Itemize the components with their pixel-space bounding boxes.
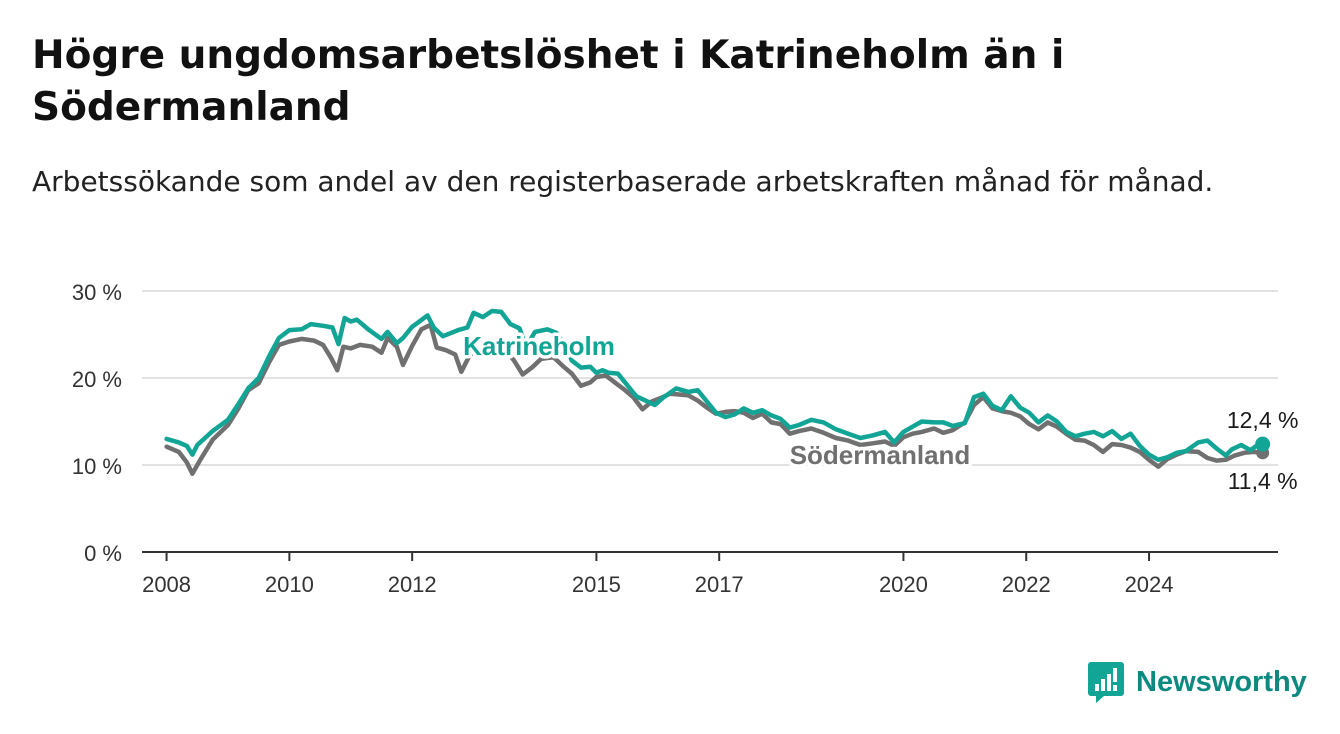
x-axis: 2008 2010 2012 2015 2017 2020 2022 2024	[142, 551, 1278, 597]
x-tick-label: 2015	[572, 572, 621, 597]
gridlines	[142, 290, 1278, 466]
y-axis: 0 % 10 % 20 % 30 %	[72, 280, 122, 566]
chart-title: Högre ungdomsarbetslöshet i Katrineholm …	[32, 33, 1065, 130]
end-label-katrineholm: 12,4 %	[1227, 407, 1299, 433]
y-tick-label: 20 %	[72, 367, 122, 392]
x-tick-label: 2012	[388, 572, 437, 597]
series-line-södermanland	[164, 322, 1265, 476]
series-label-katrineholm: Katrineholm	[463, 331, 615, 361]
chart-subtitle: Arbetssökande som andel av den registerb…	[32, 165, 1214, 198]
series-labels: 12,4 % 11,4 % Katrineholm Södermanland	[460, 328, 1299, 494]
y-tick-label: 30 %	[72, 280, 122, 305]
bar-chart-speech-bubble-icon	[1088, 662, 1124, 703]
brand-name: Newsworthy	[1136, 665, 1307, 698]
x-tick-label: 2017	[695, 572, 744, 597]
x-tick-label: 2022	[1002, 572, 1051, 597]
end-label-sodermanland: 11,4 %	[1228, 468, 1298, 494]
x-tick-label: 2010	[265, 572, 314, 597]
y-tick-label: 0 %	[84, 541, 122, 566]
series-line-katrineholm	[164, 308, 1265, 463]
x-tick-label: 2008	[142, 572, 191, 597]
x-tick-label: 2020	[879, 572, 928, 597]
y-tick-label: 10 %	[72, 454, 122, 479]
series-lines	[164, 308, 1271, 476]
end-point-katrineholm	[1255, 436, 1271, 452]
newsworthy-logo: Newsworthy	[1088, 660, 1307, 704]
x-tick-label: 2024	[1125, 572, 1174, 597]
series-label-sodermanland: Södermanland	[790, 440, 971, 470]
